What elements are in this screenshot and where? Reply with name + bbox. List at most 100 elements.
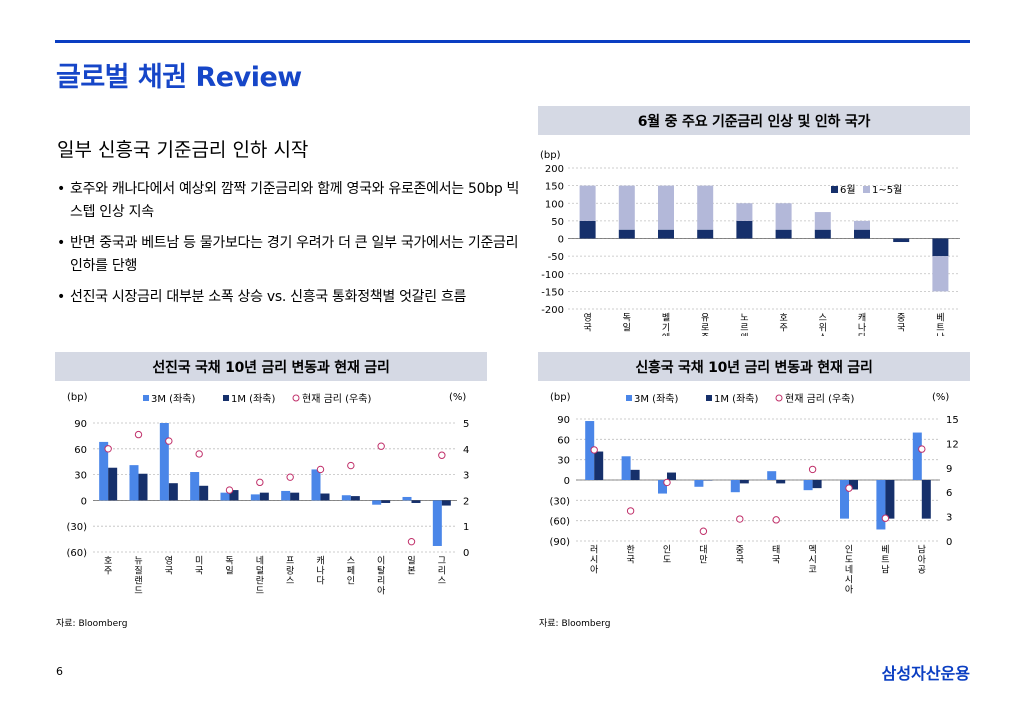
bar-1m <box>350 496 360 501</box>
bar-1m <box>667 472 676 480</box>
bar-jun <box>814 229 831 239</box>
x-category-label: 중 <box>736 545 744 556</box>
left-tick-label: (30) <box>549 496 570 507</box>
left-tick-label: 90 <box>74 419 87 430</box>
legend-label: 6월 <box>840 184 856 196</box>
current-rate-marker <box>881 514 890 522</box>
x-category-label: 국 <box>736 555 744 566</box>
y-tick-label: -100 <box>541 270 564 281</box>
bar-1m <box>229 490 239 501</box>
left-tick-label: 0 <box>81 496 87 507</box>
dm-yield-panel: 선진국 국채 10년 금리 변동과 현재 금리 (bp) (%) (60) (30) 0… <box>55 352 487 597</box>
bar-jun <box>893 238 910 243</box>
y-tick-label: -150 <box>541 287 564 298</box>
bar-1m <box>259 492 269 501</box>
x-category-label: 스 <box>819 333 827 336</box>
bar-3m <box>372 500 382 505</box>
x-category-label: 스 <box>286 576 294 587</box>
x-category-label: 일 <box>225 566 233 577</box>
x-category-label: 뉴 <box>134 556 142 567</box>
x-category-label: 중 <box>897 313 905 324</box>
right-unit-label: (%) <box>932 392 949 403</box>
x-category-label: 일 <box>407 556 415 567</box>
x-category-label: 호 <box>104 556 112 567</box>
bar-3m <box>621 456 631 480</box>
current-rate-marker <box>377 442 385 450</box>
bar-3m <box>129 465 139 501</box>
em-yield-chart: (bp) (%) (90) (60) (30) 0 30 60 90 0 3 6 9 12 15 3M (좌축… <box>549 392 959 596</box>
x-category-label: 코 <box>808 566 816 576</box>
x-category-label: 네 <box>845 565 853 576</box>
x-category-label: 도 <box>845 556 853 566</box>
right-tick-label: 15 <box>946 415 959 426</box>
legend-swatch <box>143 395 149 401</box>
brand-logo: 삼성자산운용 <box>881 664 970 683</box>
x-category-label: 국 <box>165 566 173 577</box>
x-category-label: 벨 <box>662 313 670 324</box>
x-category-label: 웨 <box>740 332 748 336</box>
bar-3m <box>190 472 200 501</box>
legend-label: 1M (좌축) <box>231 393 275 405</box>
x-category-label: 본 <box>407 566 415 577</box>
x-category-label: 베 <box>881 545 889 556</box>
x-category-label: 멕 <box>808 545 816 556</box>
current-rate-marker <box>407 537 416 546</box>
x-category-label: 캐 <box>316 556 324 567</box>
x-category-label: 아 <box>377 586 386 597</box>
x-category-label: 국 <box>897 323 905 334</box>
legend-swatch <box>831 186 838 193</box>
current-rate-marker <box>256 478 264 487</box>
x-category-label: 이 <box>377 556 385 567</box>
left-tick-label: 90 <box>557 415 570 426</box>
bar-1m <box>812 480 822 489</box>
bar-3m <box>658 480 667 494</box>
bar-jan-may <box>814 212 831 230</box>
bar-1m <box>138 473 148 501</box>
em-yield-panel: 신흥국 국채 10년 금리 변동과 현재 금리 (bp) (%) (90) (60)(… <box>538 352 970 597</box>
right-tick-label: 9 <box>946 464 952 475</box>
x-category-label: 주 <box>779 323 787 334</box>
x-category-label: 남 <box>936 333 944 336</box>
x-category-label: 인 <box>663 545 671 556</box>
bar-3m <box>220 492 230 501</box>
bar-1m <box>776 480 786 484</box>
x-category-label: 일 <box>623 323 631 334</box>
x-category-label: 스 <box>438 576 446 587</box>
x-category-label: 랑 <box>286 565 294 577</box>
x-category-label: 러 <box>590 545 598 556</box>
x-category-label: 네 <box>256 556 264 567</box>
x-category-label: 캐 <box>858 313 866 324</box>
current-rate-marker <box>918 445 926 453</box>
top-rule <box>55 40 970 43</box>
x-category-label: 남 <box>881 565 889 576</box>
legend-label: 3M (좌축) <box>151 393 195 405</box>
bar-1m <box>921 480 931 519</box>
current-rate-marker <box>286 473 294 481</box>
left-tick-label: (60) <box>549 517 570 528</box>
x-category-label: 나 <box>316 566 324 577</box>
bar-1m <box>703 480 713 481</box>
x-category-label: 노 <box>740 313 748 324</box>
x-category-label: 베 <box>936 313 944 324</box>
legend-label: 1~5월 <box>872 184 902 196</box>
legend-marker <box>775 394 783 402</box>
x-category-label: 태 <box>772 545 780 556</box>
left-tick-label: 30 <box>557 456 570 467</box>
right-tick-label: 0 <box>463 548 469 559</box>
legend-label: 현재 금리 (우축) <box>302 393 371 405</box>
x-category-label: 독 <box>623 313 631 324</box>
bar-1m <box>441 500 451 506</box>
y-tick-label: 0 <box>558 235 564 246</box>
bar-1m <box>320 493 330 501</box>
bar-jan-may <box>697 185 714 230</box>
bar-jan-may <box>854 220 870 230</box>
source-note-left: 자료: Bloomberg <box>56 619 128 629</box>
x-category-label: 시 <box>590 555 598 566</box>
current-rate-marker <box>438 451 446 459</box>
x-category-label: 기 <box>662 323 670 334</box>
bar-1m <box>849 480 858 490</box>
section-subtitle: 일부 신흥국 기준금리 인하 시작 <box>57 139 309 161</box>
x-category-label: 질 <box>134 565 142 577</box>
legend-label: 3M (좌축) <box>634 393 678 405</box>
bar-1m <box>108 467 118 501</box>
